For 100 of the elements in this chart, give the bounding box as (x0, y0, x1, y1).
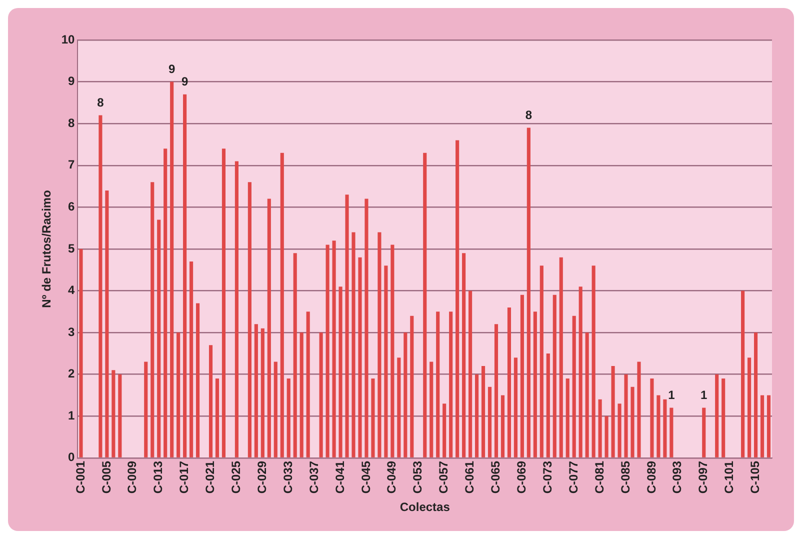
bar (598, 399, 602, 458)
bar (384, 266, 388, 458)
bar (118, 374, 122, 458)
bar (286, 378, 290, 458)
bar (164, 148, 168, 458)
bar (637, 362, 641, 458)
bar (345, 194, 349, 458)
bar (183, 94, 187, 458)
bar (157, 220, 161, 458)
x-tick-label: C-065 (488, 460, 503, 494)
bar (546, 353, 550, 458)
bar (514, 358, 518, 458)
x-tick-label: C-005 (99, 460, 114, 494)
data-label: 9 (181, 74, 188, 89)
bar (423, 152, 427, 458)
bar (552, 294, 556, 458)
x-axis-title: Colectas (400, 500, 450, 514)
bar (430, 362, 434, 458)
bar (604, 416, 608, 458)
bar (410, 316, 414, 458)
bar (215, 378, 220, 458)
bar (533, 312, 537, 458)
y-tick-label: 8 (68, 116, 76, 130)
bar (300, 332, 304, 458)
bar (624, 374, 628, 458)
bar (234, 161, 238, 458)
bar (332, 240, 336, 458)
bar (572, 316, 576, 458)
bar (222, 148, 226, 458)
bar (248, 182, 252, 458)
bar (170, 82, 174, 458)
bar (260, 328, 264, 458)
bar (105, 190, 109, 458)
bar (397, 358, 401, 458)
bar (112, 370, 116, 458)
bar (488, 386, 492, 458)
bar (663, 399, 667, 458)
bar (494, 324, 498, 458)
bar (352, 232, 356, 458)
bar (358, 257, 362, 458)
data-label: 8 (525, 108, 532, 122)
x-tick-label: C-097 (696, 460, 710, 494)
x-tick-label: C-089 (644, 460, 658, 494)
bar (722, 378, 726, 458)
x-tick-label: C-073 (540, 460, 554, 494)
bar (474, 374, 479, 458)
bar (274, 362, 278, 458)
bar (559, 257, 563, 458)
x-tick-label: C-041 (332, 460, 347, 494)
bar (748, 358, 752, 458)
x-tick-label: C-033 (280, 460, 295, 494)
bar (766, 395, 771, 458)
bar (650, 378, 654, 458)
bar (150, 182, 154, 458)
bar (176, 332, 180, 458)
bar (656, 395, 660, 458)
x-tick-label: C-029 (254, 460, 269, 494)
bar (338, 286, 342, 458)
y-tick-label: 0 (68, 450, 76, 464)
x-tick-label: C-093 (670, 460, 684, 494)
x-tick-label: C-069 (514, 460, 529, 494)
bar (566, 378, 570, 458)
y-tick-label: 2 (68, 366, 76, 381)
bar (280, 152, 284, 458)
bar (578, 286, 582, 458)
bar (592, 266, 596, 458)
bar (404, 332, 408, 458)
bar (760, 395, 764, 458)
bar (670, 408, 674, 458)
bar (319, 332, 323, 458)
y-axis-title: Nº de Frutos/Racimo (40, 190, 54, 308)
x-tick-label: C-085 (618, 460, 632, 494)
bar (507, 307, 512, 458)
bar (436, 312, 440, 458)
bar (715, 374, 719, 458)
bar (196, 303, 200, 458)
x-tick-label: C-021 (203, 460, 218, 494)
y-tick-label: 5 (68, 241, 76, 256)
bar (371, 378, 375, 458)
x-tick-label: C-045 (358, 460, 373, 494)
x-tick-label: C-077 (566, 460, 580, 494)
x-tick-label: C-017 (177, 460, 192, 494)
bar (702, 408, 706, 458)
bar (585, 332, 589, 458)
data-label: 9 (168, 62, 176, 76)
bar (267, 198, 271, 458)
y-tick-label: 9 (68, 74, 76, 88)
x-tick-label: C-001 (73, 460, 88, 494)
bar (442, 404, 446, 458)
bar (208, 345, 213, 458)
x-tick-label: C-009 (125, 460, 140, 494)
bar (306, 312, 310, 458)
x-tick-label: C-105 (748, 460, 762, 494)
bar (468, 290, 472, 458)
bar (526, 128, 530, 458)
bar (481, 366, 486, 458)
y-tick-label: 6 (68, 199, 76, 214)
bar (190, 261, 194, 458)
x-tick-label: C-049 (384, 460, 399, 494)
bar (500, 395, 505, 458)
